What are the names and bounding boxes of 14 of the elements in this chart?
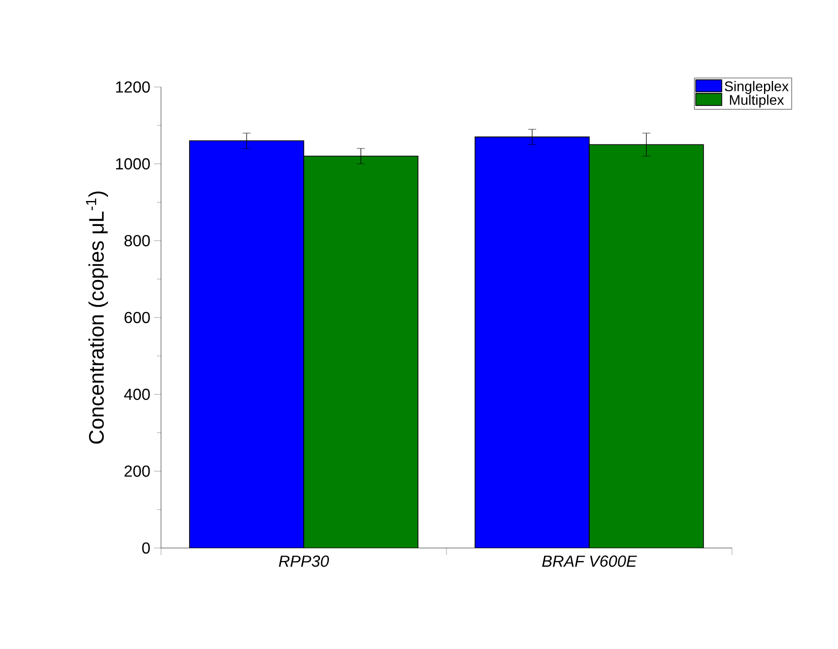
y-axis-title: Concentration (copies μL$^{-1}$)	[86, 192, 108, 444]
x-tick-label: RPP30	[278, 556, 329, 567]
y-tick-label: 400	[124, 388, 150, 400]
y-tick-label: 0	[142, 542, 150, 554]
legend-label: Singleplex	[724, 80, 789, 94]
y-tick-label: 200	[124, 466, 150, 477]
bar	[588, 144, 704, 548]
y-tick-label: 1200	[116, 81, 150, 93]
legend-label: Multiplex	[730, 94, 784, 108]
y-tick-label: 800	[124, 235, 150, 246]
y-tick-label: 600	[124, 312, 150, 324]
y-tick-label: 1000	[116, 158, 150, 170]
bar	[303, 156, 418, 548]
x-tick-label: BRAF V600E	[542, 556, 637, 567]
